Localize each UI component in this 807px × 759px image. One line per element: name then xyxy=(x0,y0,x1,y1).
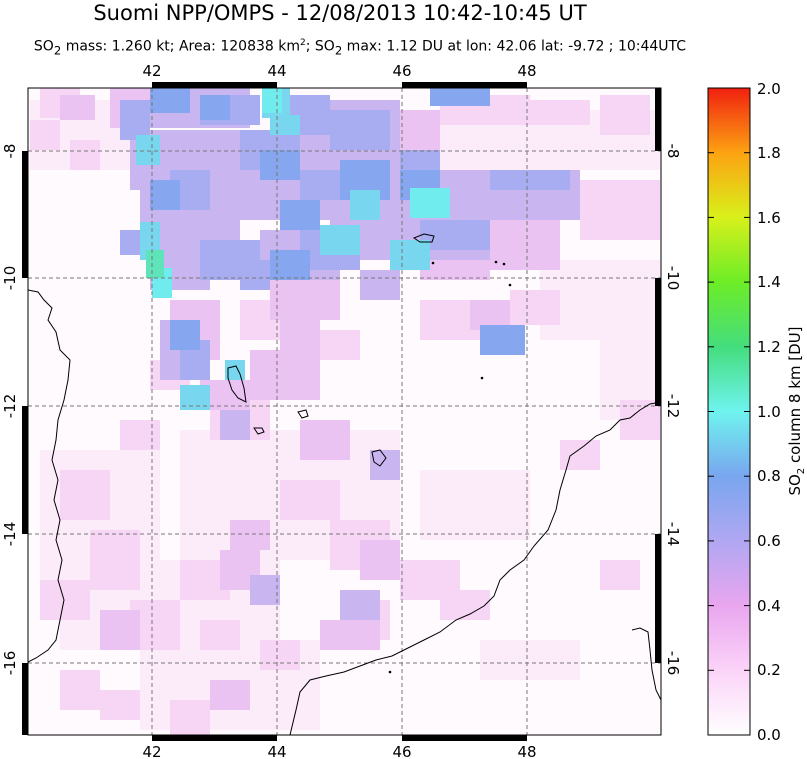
lat-tick-left-10: -10 xyxy=(1,266,19,291)
subtitle-so-max: ; SO xyxy=(305,38,335,55)
colorbar-tick-1-0: 1.0 xyxy=(757,403,781,421)
frame-top-bars xyxy=(152,82,527,88)
colorbar-tick-1-6: 1.6 xyxy=(757,209,781,227)
colorbar-tick-0-0: 0.0 xyxy=(757,726,781,744)
colorbar-tick-0-8: 0.8 xyxy=(757,467,781,485)
graticule xyxy=(28,88,661,735)
frame-left-bars xyxy=(22,151,28,735)
subtitle-mass: mass: 1.260 kt; Area: 120838 km xyxy=(61,38,300,55)
lat-tick-left-8: -8 xyxy=(1,144,19,159)
colorbar-tick-0-4: 0.4 xyxy=(757,597,781,615)
lat-tick-left-16: -16 xyxy=(1,651,19,676)
lon-tick-bottom-46: 46 xyxy=(392,743,411,759)
islands xyxy=(388,260,512,674)
frame-right-bars xyxy=(655,88,661,663)
map-title: Suomi NPP/OMPS - 12/08/2013 10:42-10:45 … xyxy=(93,1,587,25)
colorbar-tick-1-2: 1.2 xyxy=(757,338,781,356)
lat-tick-right-10: -10 xyxy=(664,266,682,291)
colorbar-tick-0-6: 0.6 xyxy=(757,532,781,550)
lat-tick-right-16: -16 xyxy=(664,651,682,676)
map-subtitle: SO2 mass: 1.260 kt; Area: 120838 km2; SO… xyxy=(0,34,720,59)
subtitle-sub-2: 2 xyxy=(53,43,62,58)
colorbar-tick-1-4: 1.4 xyxy=(757,273,781,291)
lon-tick-top-44: 44 xyxy=(267,62,286,80)
colorbar-tick-2-0: 2.0 xyxy=(757,80,781,98)
colorbar-title-so: SO xyxy=(786,474,804,495)
lon-tick-bottom-44: 44 xyxy=(267,743,286,759)
lon-tick-top-42: 42 xyxy=(142,62,161,80)
lat-tick-left-14: -14 xyxy=(1,522,19,547)
frame-bottom-bars xyxy=(152,735,527,741)
subtitle-sub-2b: 2 xyxy=(334,43,343,58)
colorbar-ticks xyxy=(708,152,750,671)
subtitle-so: SO xyxy=(33,38,54,55)
lat-tick-right-8: -8 xyxy=(664,144,682,159)
colorbar-title-rest: column 8 km [DU] xyxy=(786,326,804,467)
subtitle-max: max: 1.12 DU at lon: 42.06 lat: -9.72 ; … xyxy=(342,38,687,55)
colorbar-title-sub: 2 xyxy=(796,468,807,474)
lat-tick-right-14: -14 xyxy=(664,522,682,547)
lon-tick-bottom-42: 42 xyxy=(142,743,161,759)
lon-tick-bottom-48: 48 xyxy=(517,743,536,759)
coastlines xyxy=(28,233,661,735)
lon-tick-top-46: 46 xyxy=(392,62,411,80)
colorbar-tick-0-2: 0.2 xyxy=(757,661,781,679)
colorbar xyxy=(707,87,751,736)
colorbar-title: SO2 column 8 km [DU] xyxy=(786,326,807,495)
subtitle-sup-2: 2 xyxy=(300,38,306,48)
so2-pixels xyxy=(28,88,661,735)
lon-tick-top-48: 48 xyxy=(517,62,536,80)
lat-tick-right-12: -12 xyxy=(664,394,682,419)
colorbar-tick-1-8: 1.8 xyxy=(757,144,781,162)
lat-tick-left-12: -12 xyxy=(1,394,19,419)
